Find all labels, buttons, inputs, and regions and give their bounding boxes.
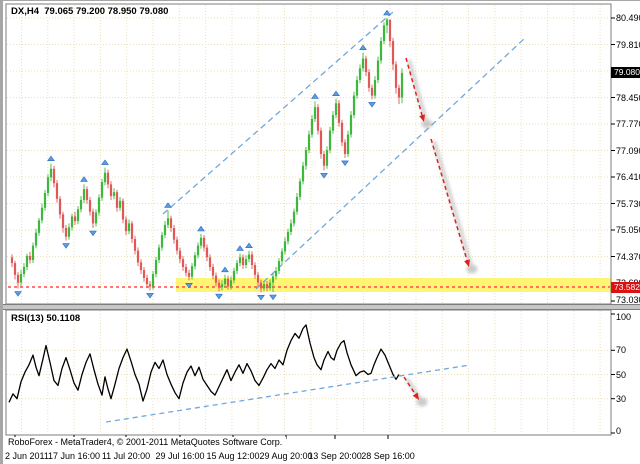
price-axis-label: 78.450: [616, 92, 640, 103]
panel-separator[interactable]: [3, 304, 640, 310]
rsi-axis-label: 100: [616, 312, 632, 322]
time-axis-label: 2 Jun 2011: [5, 451, 49, 461]
price-axis-label: 73.030: [616, 295, 640, 305]
price-axis-label: 75.050: [616, 225, 640, 235]
rsi-indicator-label: RSI(13) 50.1108: [11, 313, 81, 324]
price-axis-label: 77.090: [616, 145, 640, 156]
time-axis-label: 13 Sep 20:00: [308, 451, 362, 461]
chart-title: DX,H4 79.065 79.200 78.950 79.080: [11, 6, 169, 17]
price-axis-label: 74.370: [616, 251, 640, 262]
time-axis-label: 29 Jul 16:00: [155, 451, 205, 461]
price-axis-label: 80.490: [616, 13, 640, 23]
time-axis-label: 29 Aug 20:00: [259, 451, 313, 461]
rsi-axis-label: 50: [616, 369, 627, 380]
target-price-badge: 73.582: [611, 282, 640, 293]
time-axis-label: 11 Jul 20:00: [101, 451, 151, 461]
price-axis-label: 75.730: [616, 198, 640, 209]
fractal-arrows: [14, 9, 391, 301]
rsi-axis-label: 70: [616, 345, 627, 356]
price-axis-label: 77.770: [616, 119, 640, 129]
time-axis-label: 17 Jun 16:00: [47, 451, 101, 461]
main-chart-canvas[interactable]: [3, 1, 640, 464]
current-price-badge: 79.080: [611, 67, 640, 78]
time-axis-label: 28 Sep 16:00: [361, 451, 415, 461]
price-axis-label: 76.410: [616, 172, 640, 182]
time-axis-label: 15 Aug 12:00: [206, 451, 260, 461]
rsi-axis-label: 30: [616, 393, 627, 404]
rsi-axis-label: 0: [616, 426, 622, 436]
price-axis-label: 79.810: [616, 39, 640, 50]
copyright-text: RoboForex - MetaTrader4, © 2001-2011 Met…: [8, 437, 287, 447]
